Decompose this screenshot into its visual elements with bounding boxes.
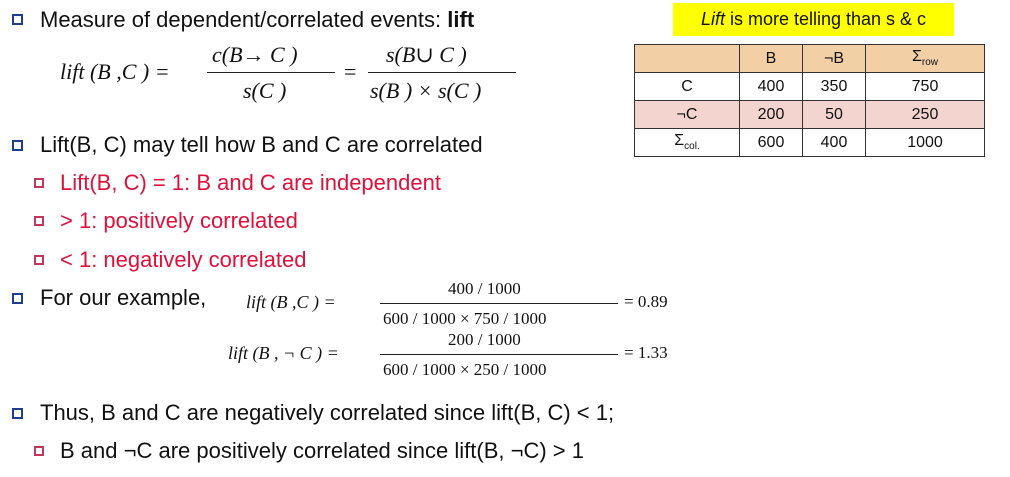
- sigma-symbol: Σ: [911, 48, 922, 66]
- contingency-table: B ¬B Σrow C 400 350 750 ¬C 200 50 250 Σc…: [634, 44, 985, 157]
- example1-result: = 0.89: [624, 292, 668, 311]
- example2-bar: [380, 354, 618, 355]
- formula-den2: s(B ) × s(C ): [370, 78, 482, 103]
- table-header-cell: B: [739, 44, 803, 73]
- example1-bar: [380, 303, 618, 304]
- table-cell: 600: [739, 128, 803, 157]
- table-row-label: ¬C: [634, 100, 740, 129]
- example2-num: 200 / 1000: [448, 330, 521, 349]
- positive-text: > 1: positively correlated: [60, 208, 298, 233]
- table-cell: 1000: [865, 128, 985, 157]
- bullet-icon: [12, 293, 23, 304]
- table-row-label: C: [634, 72, 740, 101]
- lift-correlation-text: Lift(B, C) may tell how B and C are corr…: [40, 132, 483, 157]
- table-row: ¬C 200 50 250: [634, 100, 985, 129]
- conclusion-text: Thus, B and C are negatively correlated …: [40, 400, 615, 425]
- bullet-icon: [12, 140, 23, 151]
- example2-den: 600 / 1000 × 250 / 1000: [383, 360, 547, 379]
- formula-num1: c(B→ C ): [212, 42, 298, 67]
- formula-lhs: lift (B ,C ) =: [60, 59, 170, 84]
- sigma-symbol: Σ: [674, 132, 685, 150]
- table-header-row: B ¬B Σrow: [634, 44, 985, 73]
- bullet-icon: [12, 408, 23, 419]
- callout-rest: is more telling than s & c: [724, 9, 927, 29]
- table-row: Σcol. 600 400 1000: [634, 128, 985, 157]
- table-cell: 350: [802, 72, 866, 101]
- formula-bar2: [368, 72, 516, 73]
- table-cell: 200: [739, 100, 803, 129]
- independent-text: Lift(B, C) = 1: B and C are independent: [60, 170, 441, 195]
- table-cell: 250: [865, 100, 985, 129]
- sub-bullet-icon: [34, 178, 44, 188]
- negative-text: < 1: negatively correlated: [60, 247, 307, 272]
- formula-bar1: [207, 72, 335, 73]
- col-sub: col.: [684, 141, 700, 153]
- b-not-c-text: B and ¬C are positively correlated since…: [60, 438, 584, 463]
- formula-den1: s(C ): [243, 78, 287, 103]
- bullet-icon: [12, 14, 23, 25]
- formula-eq: =: [344, 59, 357, 84]
- example2-lhs: lift (B , ¬ C ) =: [228, 343, 339, 363]
- sub-bullet-icon: [34, 216, 44, 226]
- table-header-cell: [634, 44, 740, 73]
- table-row: C 400 350 750: [634, 72, 985, 101]
- example-text: For our example,: [40, 285, 207, 310]
- sub-bullet-icon: [34, 446, 44, 456]
- example1-num: 400 / 1000: [448, 279, 521, 298]
- table-header-cell: Σrow: [865, 44, 985, 73]
- table-header-cell: ¬B: [802, 44, 866, 73]
- table-cell: 400: [739, 72, 803, 101]
- example2-result: = 1.33: [624, 343, 668, 362]
- callout-italic: Lift: [700, 9, 725, 29]
- table-cell: 750: [865, 72, 985, 101]
- sub-bullet-icon: [34, 255, 44, 265]
- table-row-label: Σcol.: [634, 128, 740, 157]
- measure-heading: Measure of dependent/correlated events: …: [40, 9, 474, 31]
- example1-lhs: lift (B ,C ) =: [246, 292, 336, 312]
- table-cell: 400: [802, 128, 866, 157]
- measure-text: Measure of dependent/correlated events:: [40, 7, 448, 32]
- table-cell: 50: [802, 100, 866, 129]
- example1-den: 600 / 1000 × 750 / 1000: [383, 309, 547, 328]
- row-sub: row: [921, 57, 938, 69]
- measure-bold: lift: [447, 7, 475, 32]
- formula-num2: s(B∪ C ): [386, 42, 467, 67]
- lift-callout: Lift is more telling than s & c: [673, 3, 954, 36]
